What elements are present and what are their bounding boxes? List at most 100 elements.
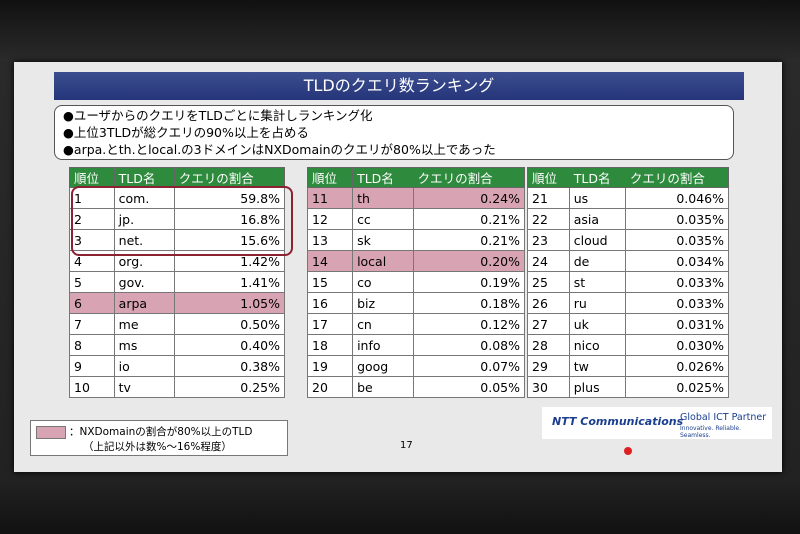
- tld-cell: gov.: [113, 271, 175, 293]
- pointer-dot: [624, 447, 632, 455]
- share-cell: 1.41%: [173, 271, 286, 293]
- legend-text: ：NXDomainの割合が80%以上のTLD: [69, 426, 253, 438]
- row: 22 asia 0.035%: [527, 208, 730, 230]
- tld-cell: be: [352, 376, 414, 398]
- rank-cell: 13: [306, 229, 354, 251]
- row: 10 tv 0.25%: [69, 376, 286, 398]
- header-row: 順位 TLD名 クエリの割合: [306, 167, 526, 188]
- row: 20 be 0.05%: [306, 376, 526, 398]
- legend-note: （上記以外は数%～16%程度）: [83, 441, 232, 453]
- rank-cell: 30: [527, 376, 570, 398]
- tld-cell: st: [568, 271, 626, 293]
- header-cell: TLD名: [568, 167, 626, 188]
- tld-cell: net.: [113, 229, 175, 251]
- rank-cell: 20: [306, 376, 354, 398]
- row: 24 de 0.034%: [527, 250, 730, 272]
- share-cell: 0.21%: [412, 208, 526, 230]
- motto: Innovative. Reliable. Seamless.: [680, 425, 742, 439]
- rank-cell: 24: [527, 250, 570, 272]
- rank-cell: 29: [527, 355, 570, 377]
- tagline: Global ICT Partner: [680, 412, 767, 423]
- share-cell: 0.035%: [624, 208, 730, 230]
- rank-cell: 17: [306, 313, 354, 335]
- rank-cell: 26: [527, 292, 570, 314]
- logo: NTT Communications Global ICT Partner In…: [542, 407, 772, 439]
- tld-cell: ms: [113, 334, 175, 356]
- share-cell: 0.030%: [624, 334, 730, 356]
- bullet: ●ユーザからのクエリをTLDごとに集計しランキング化: [63, 108, 373, 123]
- ranking-table: 順位 TLD名 クエリの割合 1 com. 59.8% 2 jp. 16.8% 3 net. 15.6…: [69, 167, 286, 398]
- share-cell: 0.033%: [624, 271, 730, 293]
- header-row: 順位 TLD名 クエリの割合: [69, 167, 286, 188]
- header-cell: クエリの割合: [412, 167, 526, 188]
- tld-cell: tw: [568, 355, 626, 377]
- row: 17 cn 0.12%: [306, 313, 526, 335]
- share-cell: 0.40%: [173, 334, 286, 356]
- rank-cell: 19: [306, 355, 354, 377]
- highlighted-row: 6 arpa 1.05%: [69, 292, 286, 314]
- row: 5 gov. 1.41%: [69, 271, 286, 293]
- share-cell: 0.20%: [412, 250, 526, 272]
- share-cell: 0.21%: [412, 229, 526, 251]
- row: 8 ms 0.40%: [69, 334, 286, 356]
- header-cell: クエリの割合: [173, 167, 286, 188]
- legend-swatch: [36, 426, 66, 439]
- tld-cell: plus: [568, 376, 626, 398]
- tld-cell: goog: [352, 355, 414, 377]
- row: 16 biz 0.18%: [306, 292, 526, 314]
- tld-cell: nico: [568, 334, 626, 356]
- ranking-table: 順位 TLD名 クエリの割合 21 us 0.046% 22 asia 0.035% 23 clou…: [527, 167, 730, 398]
- share-cell: 0.38%: [173, 355, 286, 377]
- header-cell: 順位: [69, 167, 115, 188]
- rank-cell: 27: [527, 313, 570, 335]
- rank-cell: 28: [527, 334, 570, 356]
- share-cell: 1.05%: [173, 292, 286, 314]
- tld-cell: cc: [352, 208, 414, 230]
- rank-cell: 11: [306, 187, 354, 209]
- rank-cell: 18: [306, 334, 354, 356]
- share-cell: 0.034%: [624, 250, 730, 272]
- rank-cell: 7: [69, 313, 115, 335]
- page-number: 17: [400, 440, 413, 451]
- share-cell: 0.19%: [412, 271, 526, 293]
- tld-cell: co: [352, 271, 414, 293]
- share-cell: 0.08%: [412, 334, 526, 356]
- share-cell: 0.12%: [412, 313, 526, 335]
- brand: NTT Communications: [552, 415, 684, 428]
- legend: ：NXDomainの割合が80%以上のTLD （上記以外は数%～16%程度）: [30, 420, 288, 456]
- header-cell: TLD名: [113, 167, 175, 188]
- row: 18 info 0.08%: [306, 334, 526, 356]
- rank-cell: 21: [527, 187, 570, 209]
- bullet: ●arpa.とth.とlocal.の3ドメインはNXDomainのクエリが80%…: [63, 142, 496, 157]
- header-cell: 順位: [306, 167, 354, 188]
- highlighted-row: 14 local 0.20%: [306, 250, 526, 272]
- share-cell: 0.031%: [624, 313, 730, 335]
- row: 15 co 0.19%: [306, 271, 526, 293]
- rank-cell: 25: [527, 271, 570, 293]
- rank-cell: 22: [527, 208, 570, 230]
- rank-cell: 10: [69, 376, 115, 398]
- share-cell: 0.05%: [412, 376, 526, 398]
- rank-cell: 8: [69, 334, 115, 356]
- top3-outline: [71, 186, 293, 256]
- header-cell: TLD名: [352, 167, 414, 188]
- tld-cell: th: [352, 187, 414, 209]
- tld-cell: sk: [352, 229, 414, 251]
- row: 12 cc 0.21%: [306, 208, 526, 230]
- slide-title: TLDのクエリ数ランキング: [54, 72, 744, 100]
- tld-cell: us: [568, 187, 626, 209]
- share-cell: 0.18%: [412, 292, 526, 314]
- tld-cell: biz: [352, 292, 414, 314]
- bullet-box: ●ユーザからのクエリをTLDごとに集計しランキング化 ●上位3TLDが総クエリの…: [54, 105, 734, 160]
- header-cell: クエリの割合: [624, 167, 730, 188]
- row: 27 uk 0.031%: [527, 313, 730, 335]
- tld-cell: me: [113, 313, 175, 335]
- rank-cell: 14: [306, 250, 354, 272]
- share-cell: 0.025%: [624, 376, 730, 398]
- row: 26 ru 0.033%: [527, 292, 730, 314]
- share-cell: 0.07%: [412, 355, 526, 377]
- rank-cell: 9: [69, 355, 115, 377]
- row: 30 plus 0.025%: [527, 376, 730, 398]
